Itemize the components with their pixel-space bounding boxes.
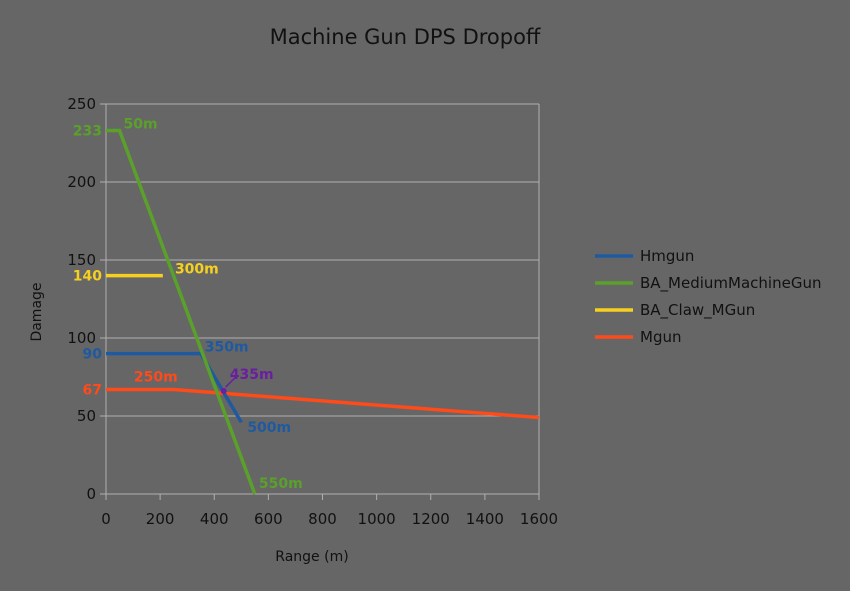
- tick-labels: 0 50 100 150 200 250 0 200 400 600 800 1000 1200 1400…: [67, 95, 558, 528]
- legend-label: BA_Claw_MGun: [640, 301, 755, 320]
- x-tick-label: 200: [146, 510, 175, 528]
- legend-label: Mgun: [640, 328, 681, 346]
- x-tick-label: 0: [101, 510, 111, 528]
- legend: Hmgun BA_MediumMachineGun BA_Claw_MGun Mgun: [595, 247, 821, 346]
- x-tick-label: 800: [308, 510, 337, 528]
- annotation-label: 350m: [205, 340, 249, 356]
- series-line-mgun: [106, 387, 540, 420]
- x-axis-title: Range (m): [275, 549, 348, 565]
- annotation-label: 90: [83, 347, 103, 363]
- y-tick-label: 100: [67, 329, 96, 347]
- y-tick-label: 200: [67, 173, 96, 191]
- annotation-label: 300m: [175, 262, 219, 278]
- grid-lines: [106, 103, 539, 417]
- series-lines: [106, 128, 540, 495]
- chart-title: Machine Gun DPS Dropoff: [270, 25, 541, 49]
- y-tick-label: 250: [67, 95, 96, 113]
- annotation-label: 140: [73, 269, 102, 285]
- annotation-label: 550m: [259, 476, 303, 492]
- legend-label: Hmgun: [640, 247, 694, 265]
- annotation-label: 67: [83, 382, 102, 398]
- y-tick-label: 150: [67, 251, 96, 269]
- annotation-label: 250m: [134, 369, 178, 385]
- x-tick-label: 400: [200, 510, 229, 528]
- annotation-label: 233: [73, 124, 102, 140]
- x-tick-label: 1400: [466, 510, 504, 528]
- axes: [100, 103, 540, 500]
- annotation-label: 50m: [124, 117, 158, 133]
- annotation-label: 500m: [247, 420, 291, 436]
- legend-label: BA_MediumMachineGun: [640, 274, 821, 293]
- x-tick-label: 1000: [358, 510, 396, 528]
- x-tick-label: 1200: [412, 510, 450, 528]
- x-tick-label: 600: [254, 510, 283, 528]
- x-tick-label: 1600: [520, 510, 558, 528]
- y-tick-label: 50: [77, 407, 96, 425]
- series-line-ba_mediummachinegun: [106, 128, 257, 495]
- annotation-arrow: [225, 376, 237, 388]
- y-axis-title: Damage: [29, 282, 45, 341]
- intersection-marker: [220, 388, 227, 395]
- y-tick-label: 0: [86, 485, 96, 503]
- annotations: 233 50m 140 300m 90 350m 67 250m 435m 500m 550m: [73, 117, 303, 492]
- annotation-label: 435m: [230, 367, 274, 383]
